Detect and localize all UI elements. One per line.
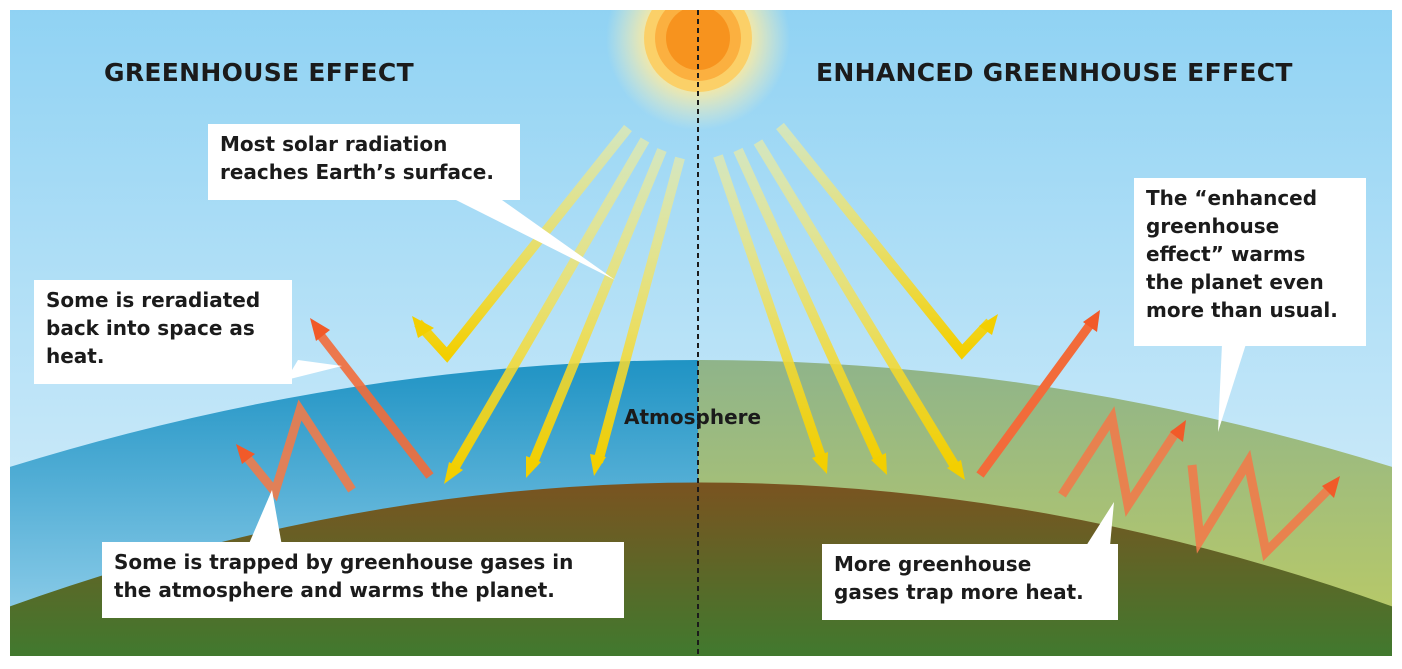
callout-line: the atmosphere and warms the planet. — [114, 578, 555, 602]
callout-line: reaches Earth’s surface. — [220, 160, 494, 184]
callout-line: effect” warms — [1146, 242, 1306, 266]
reradiated-callout: Some is reradiated back into space as he… — [34, 280, 292, 384]
enhanced-effect-callout: The “enhanced greenhouse effect” warms t… — [1134, 178, 1366, 346]
callout-line: back into space as — [46, 316, 255, 340]
callout-line: the planet even — [1146, 270, 1324, 294]
solar-radiation-callout: Most solar radiation reaches Earth’s sur… — [208, 124, 520, 200]
callout-pointers — [248, 198, 1246, 546]
callout-line: gases trap more heat. — [834, 580, 1084, 604]
solar-rays-left — [412, 124, 685, 484]
heat-arrows-right — [976, 310, 1340, 562]
callout-line: Some is trapped by greenhouse gases in — [114, 550, 574, 574]
trapped-heat-callout: Some is trapped by greenhouse gases in t… — [102, 542, 624, 618]
callout-line: more than usual. — [1146, 298, 1338, 322]
callout-line: More greenhouse — [834, 552, 1032, 576]
callout-line: Most solar radiation — [220, 132, 448, 156]
greenhouse-effect-title: GREENHOUSE EFFECT — [104, 58, 414, 87]
callout-line: heat. — [46, 344, 105, 368]
callout-line: Some is reradiated — [46, 288, 261, 312]
sun-icon — [606, 10, 790, 130]
enhanced-greenhouse-effect-title: ENHANCED GREENHOUSE EFFECT — [816, 58, 1293, 87]
heat-arrows-left — [236, 318, 434, 502]
callout-line: The “enhanced — [1146, 186, 1318, 210]
more-gases-callout: More greenhouse gases trap more heat. — [822, 544, 1118, 620]
atmosphere-label: Atmosphere — [624, 405, 762, 429]
solar-rays-right — [713, 122, 998, 480]
callout-line: greenhouse — [1146, 214, 1280, 238]
